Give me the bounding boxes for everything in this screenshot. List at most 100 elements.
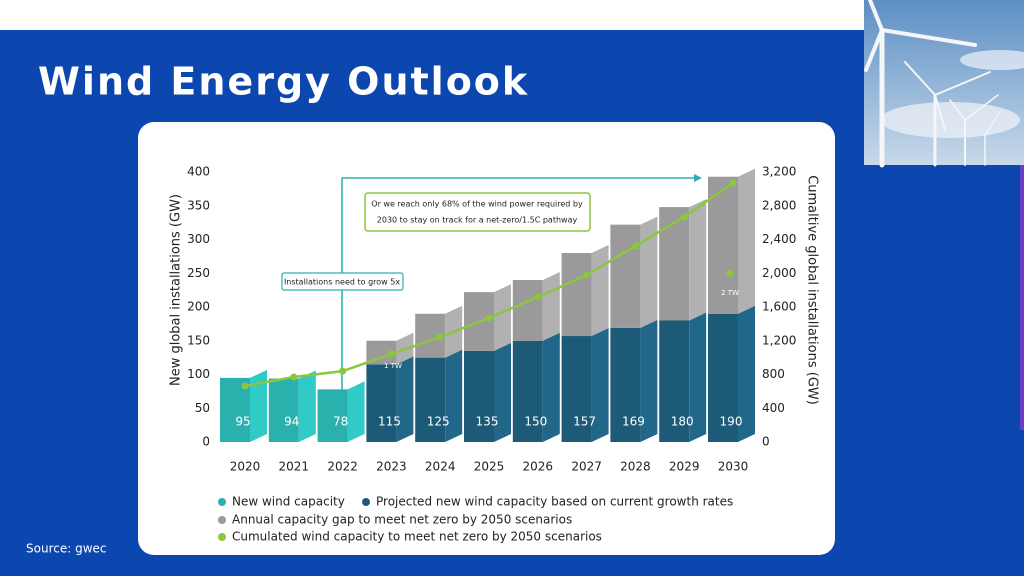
bar-side xyxy=(494,284,511,351)
bar-side xyxy=(738,168,755,314)
value-label: 125 xyxy=(427,415,450,429)
line-point xyxy=(534,293,542,301)
top-strip xyxy=(0,0,1024,30)
x-tick-label: 2026 xyxy=(523,460,554,474)
legend-label: Annual capacity gap to meet net zero by … xyxy=(232,513,572,527)
bar-side xyxy=(640,319,658,442)
line-point xyxy=(387,350,395,358)
line-point xyxy=(631,242,639,250)
bar-side xyxy=(738,305,755,442)
legend-marker xyxy=(218,498,226,506)
y2-tick-label: 2,000 xyxy=(762,266,796,280)
line-point xyxy=(290,373,298,381)
bar-side xyxy=(445,349,463,442)
bar-front xyxy=(512,340,543,442)
annotation: 2030 to stay on track for a net-zero/1.5… xyxy=(377,216,578,225)
y2-tick-label: 800 xyxy=(762,367,785,381)
bar-side xyxy=(494,342,511,442)
value-label: 150 xyxy=(524,415,547,429)
legend-marker xyxy=(218,516,226,524)
bar-side xyxy=(640,216,658,328)
x-tick-label: 2021 xyxy=(279,460,310,474)
value-label: 157 xyxy=(573,415,596,429)
value-label: 95 xyxy=(235,415,250,429)
legend-marker xyxy=(218,533,226,541)
line-point xyxy=(241,382,249,390)
bar-front xyxy=(659,207,690,321)
bar-side xyxy=(347,381,365,442)
bar-side xyxy=(250,369,267,442)
value-label: 94 xyxy=(284,415,299,429)
y-tick-label: 200 xyxy=(187,300,210,314)
bar-front xyxy=(561,253,592,337)
line-point xyxy=(485,314,493,322)
legend-label: Cumulated wind capacity to meet net zero… xyxy=(232,530,602,544)
annotation: Installations need to grow 5x xyxy=(284,278,400,287)
line-point xyxy=(583,271,591,279)
annotation: Or we reach only 68% of the wind power r… xyxy=(371,200,583,209)
x-tick-label: 2027 xyxy=(571,460,602,474)
value-label: 78 xyxy=(333,415,348,429)
y2-tick-label: 2,400 xyxy=(762,232,796,246)
bar-side xyxy=(298,370,316,442)
y2-axis-title: Cumaltive global installations (GW) xyxy=(805,175,820,405)
line-point xyxy=(680,213,688,221)
source: Source: gwec xyxy=(26,542,106,556)
turbine-photo xyxy=(864,0,1024,168)
bar-front xyxy=(659,320,690,442)
bar-side xyxy=(591,328,609,442)
y-tick-label: 300 xyxy=(187,232,210,246)
y-tick-label: 250 xyxy=(187,266,210,280)
edge-accent xyxy=(1020,165,1024,430)
bar-front xyxy=(708,176,738,314)
y2-tick-label: 3,200 xyxy=(762,165,796,179)
x-tick-label: 2020 xyxy=(230,460,261,474)
bar-front xyxy=(415,357,446,442)
legend-label: New wind capacity xyxy=(232,495,345,509)
x-tick-label: 2022 xyxy=(327,460,358,474)
y-tick-label: 100 xyxy=(187,367,210,381)
y-tick-label: 350 xyxy=(187,198,210,212)
y-tick-label: 50 xyxy=(195,401,210,415)
line-point xyxy=(729,179,737,187)
value-label: 135 xyxy=(476,415,499,429)
value-label: 190 xyxy=(720,415,743,429)
bar-front xyxy=(366,364,397,442)
bar-side xyxy=(591,245,609,337)
bar-front xyxy=(464,350,494,442)
y-axis-title: New global installations (GW) xyxy=(169,194,184,386)
annotation: 2 TW xyxy=(721,289,739,297)
bar-front xyxy=(512,280,543,341)
bar-side xyxy=(542,332,560,442)
line-point xyxy=(339,367,347,375)
bar-front xyxy=(366,340,397,365)
bar-side xyxy=(689,312,707,442)
legend-label: Projected new wind capacity based on cur… xyxy=(376,495,733,509)
x-tick-label: 2023 xyxy=(376,460,407,474)
annotation-arrows xyxy=(281,174,702,390)
y-tick-label: 400 xyxy=(187,165,210,179)
bar-side xyxy=(542,272,560,341)
bar-front xyxy=(610,327,641,442)
x-tick-label: 2028 xyxy=(620,460,651,474)
x-tick-label: 2024 xyxy=(425,460,456,474)
bar-side xyxy=(396,356,414,442)
bar-front xyxy=(708,313,738,442)
bar-front xyxy=(561,336,592,442)
bar-front xyxy=(268,378,299,442)
x-tick-label: 2029 xyxy=(669,460,700,474)
legend-marker xyxy=(362,498,370,506)
line-point xyxy=(436,333,444,341)
value-label: 169 xyxy=(622,415,645,429)
bar-side xyxy=(689,199,707,321)
y-tick-label: 0 xyxy=(202,435,210,449)
y-tick-label: 150 xyxy=(187,333,210,347)
annotation-point xyxy=(726,269,734,277)
bar-front xyxy=(317,389,348,442)
slide-title: Wind Energy Outlook xyxy=(38,60,529,104)
y2-tick-label: 400 xyxy=(762,401,785,415)
annotation: 1 TW xyxy=(384,362,402,370)
y2-tick-label: 2,800 xyxy=(762,198,796,212)
y2-tick-label: 1,200 xyxy=(762,333,796,347)
